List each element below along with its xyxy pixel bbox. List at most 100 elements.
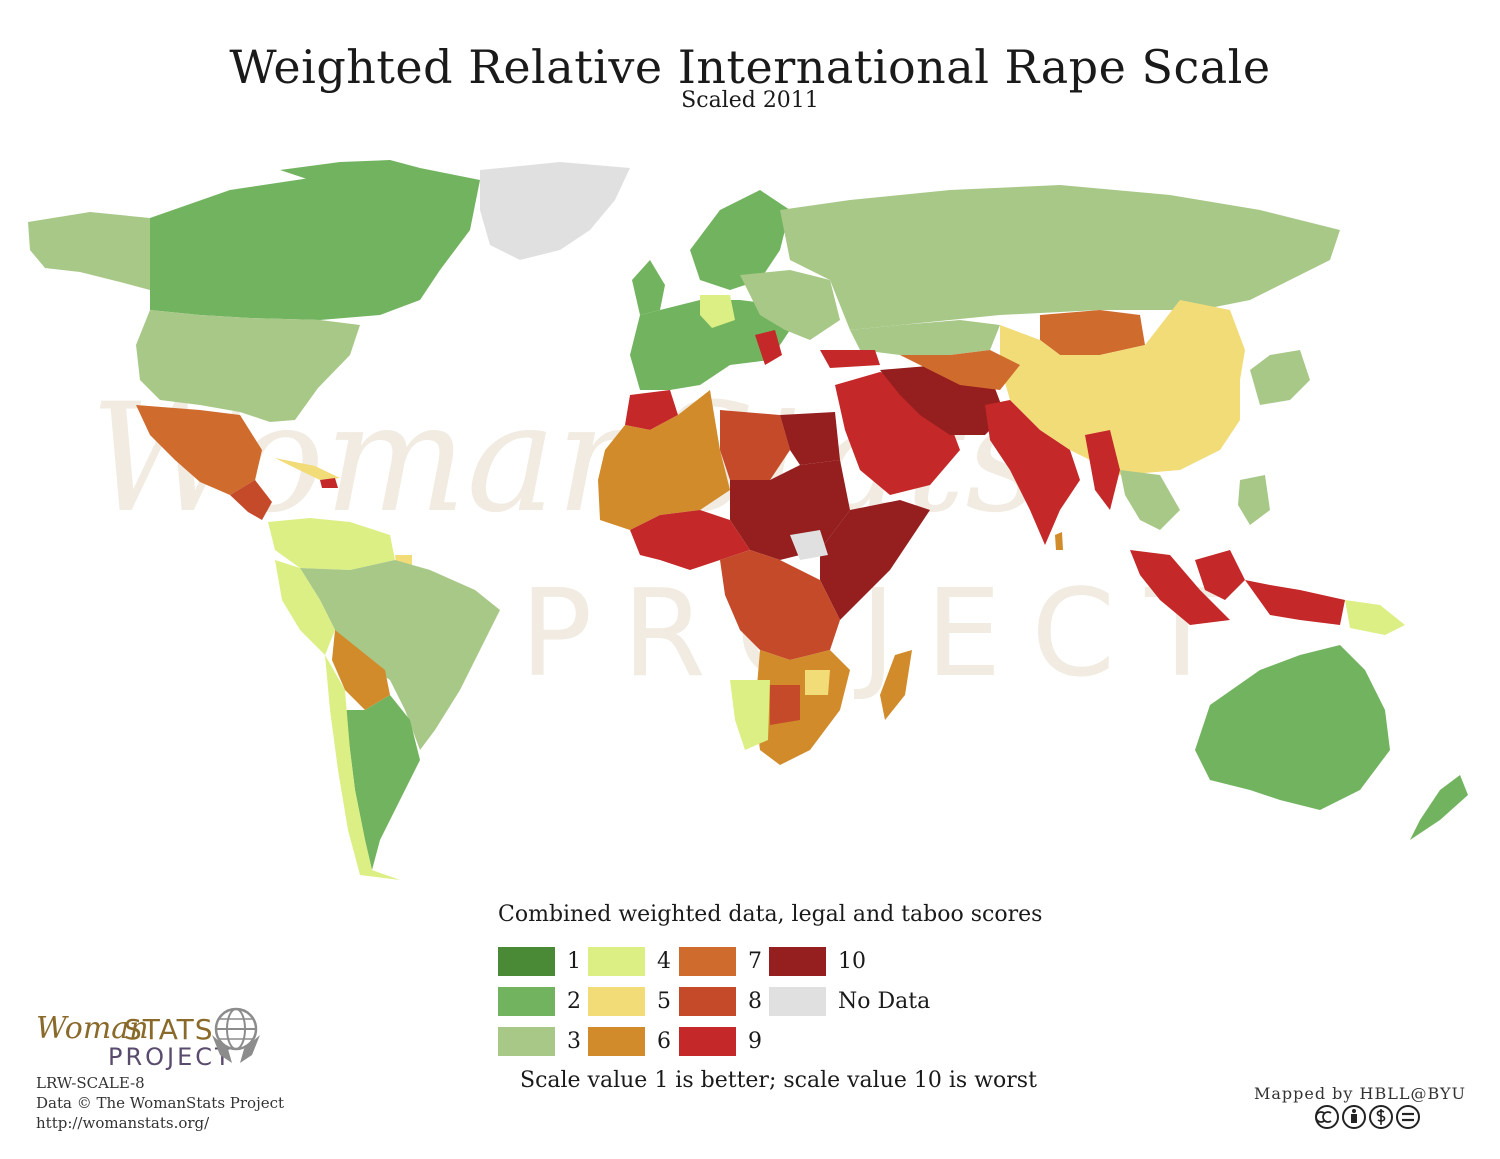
region-south-sudan	[790, 530, 828, 560]
region-indonesia-west	[1130, 550, 1230, 625]
region-central-america	[230, 480, 272, 520]
world-map: WomanStats PROJECT	[28, 160, 1468, 880]
legend-item-10: 10	[769, 946, 866, 976]
region-indonesia-east	[1245, 580, 1345, 625]
region-scandinavia	[690, 190, 790, 290]
legend-item-5: 5	[588, 986, 671, 1016]
region-central-asia-north	[850, 320, 1000, 355]
region-myanmar	[1085, 430, 1120, 510]
logo-project-text: PROJECT	[108, 1043, 233, 1071]
region-haiti	[320, 478, 338, 488]
legend-label-7: 7	[748, 948, 762, 974]
region-west-africa	[630, 510, 750, 570]
region-sri-lanka	[1055, 532, 1063, 550]
region-brazil	[300, 560, 500, 750]
map-subtitle: Scaled 2011	[681, 88, 819, 113]
region-namibia	[730, 680, 770, 750]
region-greenland	[480, 162, 630, 260]
mapped-by-credit: Mapped by HBLL@BYU	[1253, 1084, 1466, 1103]
legend-item-4: 4	[588, 946, 671, 976]
region-usa	[136, 310, 360, 422]
region-north-west-africa	[598, 390, 730, 530]
creative-commons-badge	[1315, 1105, 1420, 1129]
region-korea-japan	[1250, 350, 1310, 405]
region-uk	[632, 260, 665, 315]
region-australia	[1195, 645, 1390, 810]
legend-swatch-1	[498, 946, 555, 976]
legend-title: Combined weighted data, legal and taboo …	[498, 902, 1043, 927]
region-germany	[700, 295, 735, 328]
noncommercial-icon	[1369, 1105, 1393, 1129]
region-russia	[780, 185, 1340, 330]
globe-hands-icon	[212, 1007, 260, 1063]
region-eastern-europe	[740, 270, 840, 340]
region-china	[1000, 300, 1245, 475]
region-india	[985, 400, 1080, 545]
region-libya	[720, 410, 790, 480]
region-peru	[275, 560, 335, 655]
region-southern-africa	[755, 650, 850, 765]
region-zimbabwe	[805, 670, 830, 695]
region-bolivia	[332, 630, 390, 710]
legend-swatch-8	[679, 986, 736, 1016]
legend-swatch-2	[498, 986, 555, 1016]
legend-label-6: 6	[657, 1028, 671, 1054]
legend-item-9: 9	[679, 1026, 762, 1056]
legend-swatch-3	[498, 1026, 555, 1056]
legend-swatch-6	[588, 1026, 645, 1056]
legend-label-2: 2	[567, 988, 581, 1014]
region-canada	[150, 168, 480, 320]
region-madagascar	[880, 650, 912, 720]
region-central-africa	[720, 550, 840, 660]
legend-swatch-no-data	[769, 986, 826, 1016]
map-code: LRW-SCALE-8	[36, 1074, 145, 1092]
legend-item-1: 1	[498, 946, 581, 976]
legend-swatch-7	[679, 946, 736, 976]
region-central-asia	[900, 350, 1020, 390]
legend-item-3: 3	[498, 1026, 581, 1056]
watermark-subtext: PROJECT	[520, 565, 1249, 704]
legend-item-8: 8	[679, 986, 762, 1016]
region-argentina	[345, 695, 420, 870]
attribution-icon	[1342, 1105, 1366, 1129]
legend: 1 2 3 4 5 6 7 8 9 10 No Data	[498, 946, 968, 1066]
region-caribbean	[275, 458, 340, 480]
region-mongolia	[1040, 310, 1145, 355]
legend-swatch-4	[588, 946, 645, 976]
legend-item-6: 6	[588, 1026, 671, 1056]
region-turkey	[820, 350, 880, 368]
legend-label-5: 5	[657, 988, 671, 1014]
legend-note: Scale value 1 is better; scale value 10 …	[520, 1068, 1037, 1093]
region-east-africa	[820, 500, 930, 620]
region-chile	[325, 655, 400, 880]
region-new-zealand	[1410, 775, 1468, 840]
region-egypt	[780, 412, 840, 465]
legend-label-10: 10	[838, 948, 866, 974]
legend-label-1: 1	[567, 948, 581, 974]
logo-stats-text: STATS	[124, 1013, 214, 1046]
legend-label-3: 3	[567, 1028, 581, 1054]
region-alaska	[28, 212, 150, 290]
womanstats-logo: Woman STATS PROJECT	[36, 1005, 276, 1071]
region-balkans	[755, 330, 782, 365]
legend-swatch-9	[679, 1026, 736, 1056]
region-botswana	[770, 685, 800, 725]
legend-item-7: 7	[679, 946, 762, 976]
region-borneo	[1195, 550, 1245, 600]
source-url[interactable]: http://womanstats.org/	[36, 1114, 210, 1132]
legend-label-4: 4	[657, 948, 671, 974]
region-western-europe	[630, 300, 790, 390]
region-mexico	[136, 405, 262, 495]
legend-item-2: 2	[498, 986, 581, 1016]
legend-swatch-10	[769, 946, 826, 976]
legend-swatch-5	[588, 986, 645, 1016]
region-papua-new-guinea	[1345, 600, 1405, 635]
cc-icon	[1315, 1105, 1339, 1129]
data-credit: Data © The WomanStats Project	[36, 1094, 285, 1112]
noderivs-icon	[1396, 1105, 1420, 1129]
region-southeast-asia	[1120, 470, 1180, 530]
legend-label-8: 8	[748, 988, 762, 1014]
legend-label-no-data: No Data	[838, 988, 931, 1014]
legend-label-9: 9	[748, 1028, 762, 1054]
region-northern-south-america	[268, 518, 395, 570]
